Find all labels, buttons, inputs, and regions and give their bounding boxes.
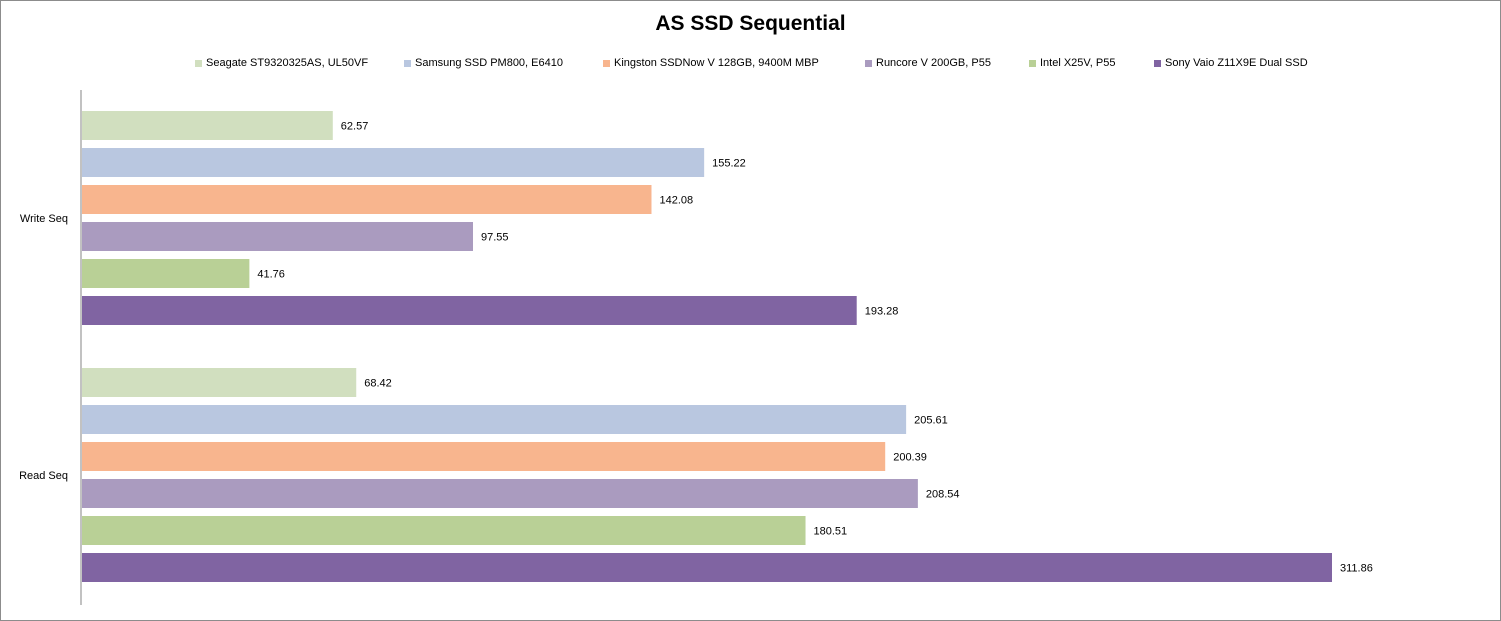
- legend-swatch: [195, 59, 202, 67]
- bar: [82, 185, 652, 214]
- chart-legend: Seagate ST9320325AS, UL50VF Samsung SSD …: [0, 55, 1501, 71]
- bar: [82, 442, 886, 471]
- legend-swatch: [603, 59, 610, 67]
- bar: [82, 148, 705, 177]
- category-label: Read Seq: [19, 470, 68, 482]
- legend-item-seagate: Seagate ST9320325AS, UL50VF: [195, 55, 368, 71]
- legend-swatch: [1029, 59, 1036, 67]
- legend-swatch: [1154, 59, 1161, 67]
- data-label: 205.61: [914, 415, 948, 427]
- bar: [82, 516, 806, 545]
- bar: [82, 111, 333, 140]
- legend-item-kingston: Kingston SSDNow V 128GB, 9400M MBP: [603, 55, 819, 71]
- legend-item-intel: Intel X25V, P55: [1029, 55, 1115, 71]
- legend-label: Samsung SSD PM800, E6410: [415, 57, 563, 69]
- legend-swatch: [404, 59, 411, 67]
- data-label: 142.08: [659, 195, 693, 207]
- bar: [82, 259, 250, 288]
- data-label: 97.55: [481, 232, 509, 244]
- bar: [82, 553, 1332, 582]
- legend-swatch: [865, 59, 872, 67]
- data-label: 200.39: [893, 452, 927, 464]
- legend-label: Runcore V 200GB, P55: [876, 57, 991, 69]
- legend-label: Intel X25V, P55: [1040, 57, 1116, 69]
- data-label: 311.86: [1340, 563, 1373, 575]
- legend-item-samsung: Samsung SSD PM800, E6410: [404, 55, 563, 71]
- data-label: 208.54: [926, 489, 960, 501]
- data-label: 180.51: [814, 526, 848, 538]
- legend-item-runcore: Runcore V 200GB, P55: [865, 55, 991, 71]
- bar: [82, 405, 907, 434]
- bar: [82, 222, 474, 251]
- data-label: 68.42: [364, 378, 392, 390]
- data-label: 155.22: [712, 158, 746, 170]
- chart-title: AS SSD Sequential: [655, 12, 846, 35]
- data-label: 193.28: [865, 306, 899, 318]
- bar: [82, 368, 357, 397]
- bar: [82, 479, 918, 508]
- legend-item-sony: Sony Vaio Z11X9E Dual SSD: [1154, 55, 1308, 71]
- legend-label: Seagate ST9320325AS, UL50VF: [206, 57, 369, 69]
- bar: [82, 296, 857, 325]
- legend-label: Kingston SSDNow V 128GB, 9400M MBP: [614, 57, 819, 69]
- category-label: Write Seq: [20, 213, 68, 225]
- data-label: 62.57: [341, 121, 369, 133]
- legend-label: Sony Vaio Z11X9E Dual SSD: [1165, 57, 1308, 69]
- data-label: 41.76: [257, 269, 285, 281]
